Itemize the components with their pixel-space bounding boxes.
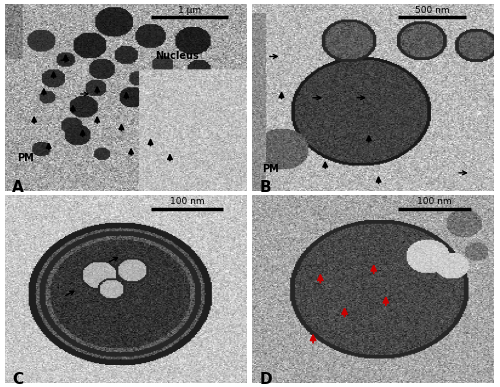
Text: 1 μm: 1 μm	[178, 6, 201, 15]
Text: 500 nm: 500 nm	[414, 6, 449, 15]
Text: B: B	[260, 180, 272, 195]
Text: D: D	[260, 372, 272, 387]
Text: A: A	[12, 180, 24, 195]
Text: C: C	[12, 372, 24, 387]
Text: 100 nm: 100 nm	[417, 197, 452, 206]
Text: Nucleus: Nucleus	[156, 51, 199, 62]
Text: PM: PM	[17, 153, 34, 163]
Text: 100 nm: 100 nm	[170, 197, 204, 206]
Text: PM: PM	[262, 164, 279, 174]
